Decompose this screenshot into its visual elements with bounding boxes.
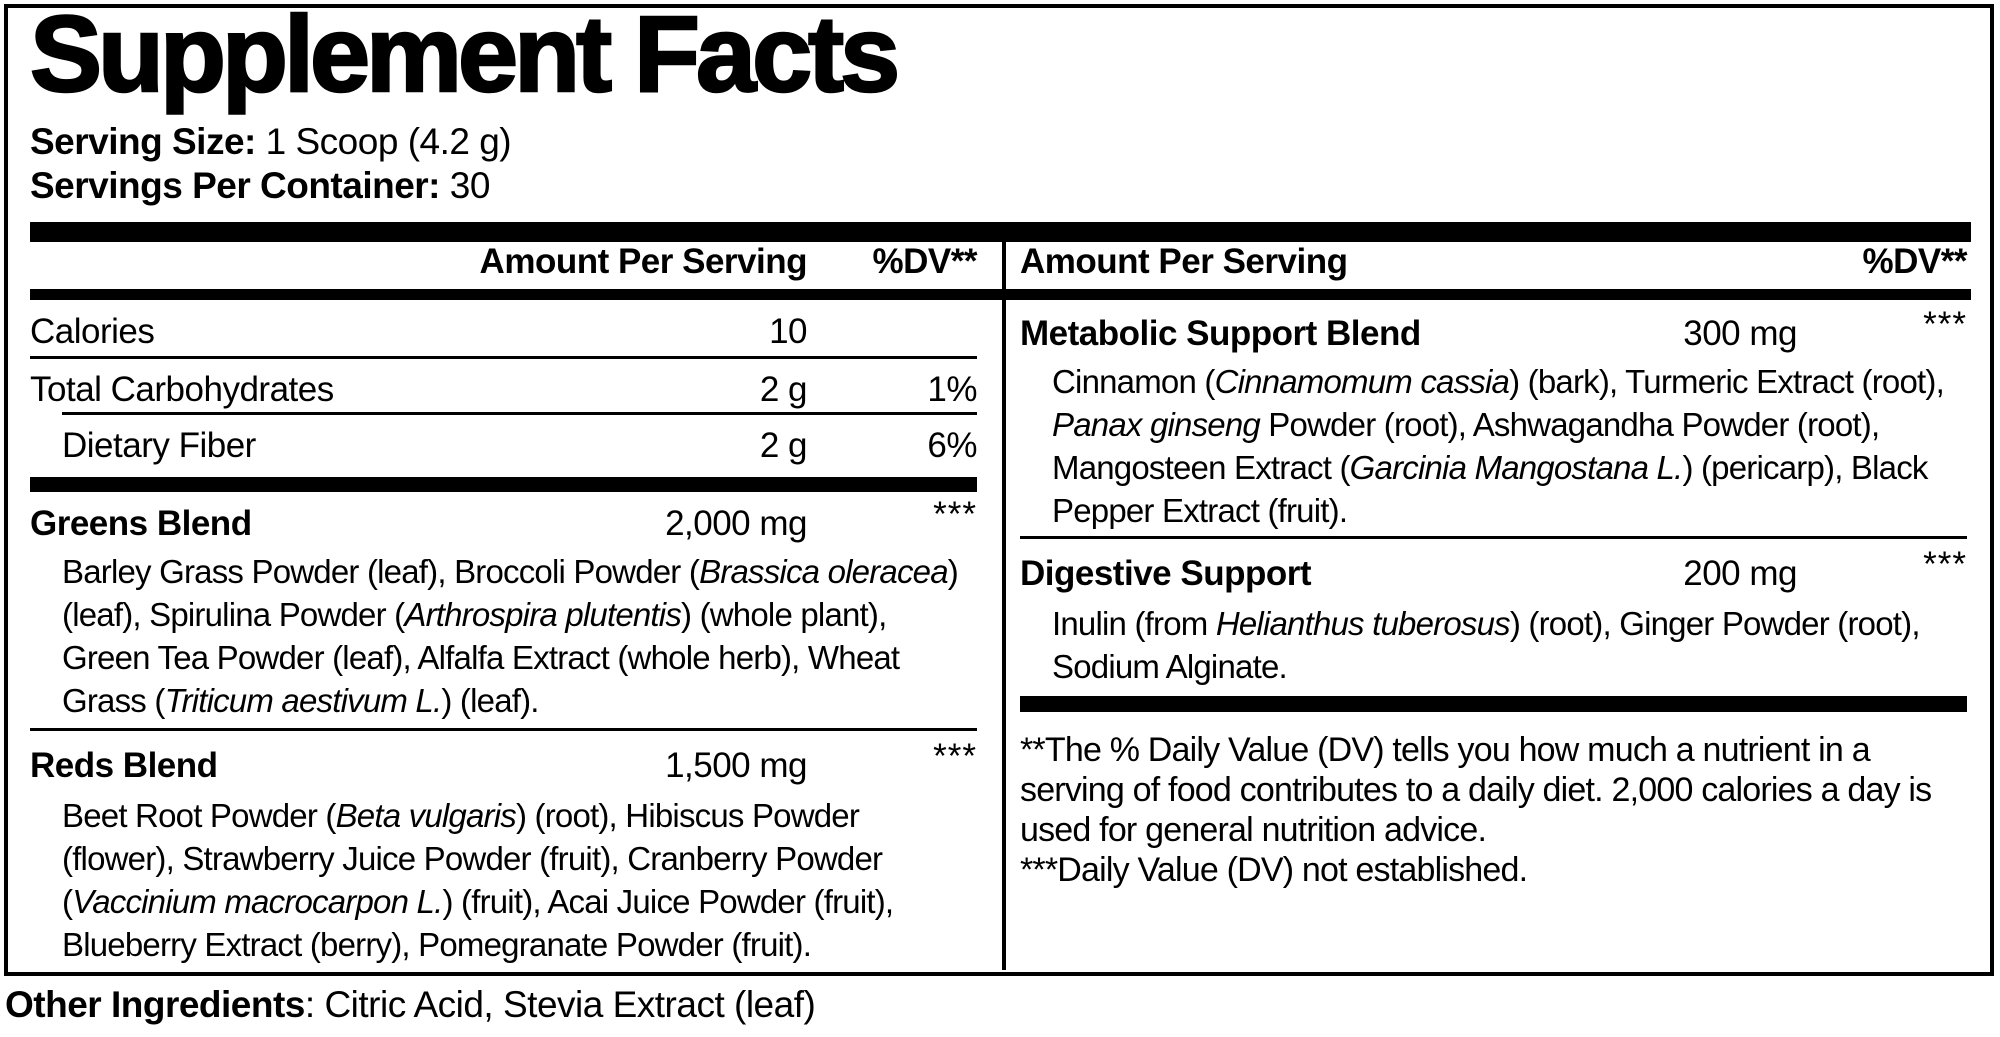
table-row: Greens Blend 2,000 mg *** [30,495,977,550]
description-segment: ) (leaf), Spirulina Powder ( [62,553,959,633]
separator-bar-thick [1020,696,1967,712]
description-segment: Garcinia Mangostana L. [1349,449,1684,486]
blend-description: Inulin (from Helianthus tuberosus) (root… [1052,602,1957,688]
nutrient-dv: 6% [927,426,977,465]
nutrient-name: Dietary Fiber [62,426,256,465]
blend-name: Greens Blend [30,504,252,543]
supplement-facts-panel: Supplement Facts Serving Size: 1 Scoop (… [4,0,1994,976]
amount-per-serving-header: Amount Per Serving [479,242,808,281]
description-segment: ) (bark), Turmeric Extract (root), [1509,363,1945,400]
nutrient-name: Calories [30,312,155,351]
description-segment: ) (root), Ginger Powder (root), Sodium A… [1052,605,1920,685]
row-divider [30,356,977,359]
description-segment: Arthrospira plutentis [404,596,682,633]
description-segment: Inulin (from [1052,605,1216,642]
servings-per-container-label: Servings Per Container: [30,165,441,206]
right-column: Amount Per Serving %DV** Metabolic Suppo… [1020,234,1968,970]
percent-dv-header: %DV** [872,242,978,281]
separator-bar-medium [30,289,1971,300]
table-row: Metabolic Support Blend 300 mg *** [1020,305,1967,360]
footnote-daily-value: **The % Daily Value (DV) tells you how m… [1020,731,1932,849]
description-segment: Brassica oleracea [699,553,949,590]
page-title: Supplement Facts [29,0,902,114]
description-segment: Cinnamon ( [1052,363,1215,400]
description-segment: ) (fruit), Acai Juice Powder (fruit), Bl… [62,883,894,963]
blend-description: Cinnamon (Cinnamomum cassia) (bark), Tur… [1052,360,1957,532]
serving-size-value: 1 Scoop (4.2 g) [255,121,512,162]
description-segment: Triticum aestivum L. [164,682,443,719]
nutrient-amount: 10 [769,312,807,351]
blend-name: Reds Blend [30,746,218,785]
amount-per-serving-header: Amount Per Serving [1020,242,1348,281]
table-row: Calories 10 [30,312,977,356]
description-segment: ) (pericarp), Black Pepper Extract (frui… [1052,449,1928,529]
blend-amount: 200 mg [1683,554,1797,593]
row-divider [30,728,977,731]
table-row: Total Carbohydrates 2 g 1% [30,370,978,412]
description-segment: Barley Grass Powder (leaf), Broccoli Pow… [62,553,700,590]
blend-amount: 2,000 mg [665,504,807,543]
description-segment: ) (root), Hibiscus Powder (flower), Stra… [62,797,883,920]
servings-per-container-value: 30 [440,165,491,206]
footnote-not-established: ***Daily Value (DV) not established. [1020,851,1528,889]
nutrient-dv: 1% [927,370,977,409]
percent-dv-header: %DV** [1862,242,1968,281]
separator-bar-thick [30,477,977,492]
table-row: Digestive Support 200 mg *** [1020,545,1967,600]
description-segment: Beta vulgaris [335,797,517,834]
description-segment: Panax ginseng [1052,406,1261,443]
row-divider [1020,536,1967,539]
blend-description: Barley Grass Powder (leaf), Broccoli Pow… [62,550,967,722]
blend-dv: *** [933,495,977,534]
left-column: Amount Per Serving %DV** Calories 10 Tot… [30,234,978,970]
other-ingredients-value: : Citric Acid, Stevia Extract (leaf) [304,984,816,1025]
table-row: Reds Blend 1,500 mg *** [30,737,977,792]
description-segment: ) (leaf). [441,682,539,719]
description-segment: Helianthus tuberosus [1215,605,1511,642]
description-segment: Vaccinium macrocarpon L. [72,883,443,920]
blend-amount: 1,500 mg [665,746,807,785]
servings-per-container-line: Servings Per Container: 30 [30,164,490,208]
footnote-block: **The % Daily Value (DV) tells you how m… [1020,730,1967,890]
serving-size-line: Serving Size: 1 Scoop (4.2 g) [30,120,512,164]
blend-dv: *** [1923,305,1967,344]
blend-dv: *** [933,737,977,776]
blend-dv: *** [1923,545,1967,584]
description-segment: Beet Root Powder ( [62,797,336,834]
blend-description: Beet Root Powder (Beta vulgaris) (root),… [62,794,967,966]
blend-amount: 300 mg [1683,314,1797,353]
blend-name: Digestive Support [1020,554,1311,593]
nutrient-amount: 2 g [759,426,808,465]
description-segment: Cinnamomum cassia [1214,363,1510,400]
nutrient-name: Total Carbohydrates [30,370,334,409]
other-ingredients-label: Other Ingredients [5,984,305,1025]
left-column-header: Amount Per Serving %DV** [30,242,978,286]
nutrient-amount: 2 g [759,370,808,409]
description-segment: ) (whole plant), Green Tea Powder (leaf)… [62,596,900,719]
description-segment: Powder (root), Ashwagandha Powder (root)… [1052,406,1880,486]
serving-size-label: Serving Size: [30,121,256,162]
row-divider [62,412,977,415]
right-column-header: Amount Per Serving %DV** [1020,242,1968,286]
facts-table: Amount Per Serving %DV** Calories 10 Tot… [30,234,1971,970]
other-ingredients-line: Other Ingredients: Citric Acid, Stevia E… [5,984,816,1026]
column-divider [1002,234,1006,970]
table-row: Dietary Fiber 2 g 6% [30,426,978,470]
blend-name: Metabolic Support Blend [1020,314,1421,353]
separator-bar-thick [30,222,1971,242]
